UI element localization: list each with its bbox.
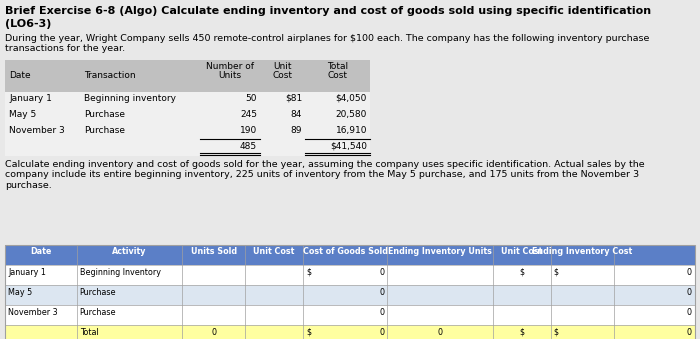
Text: Purchase: Purchase xyxy=(84,110,125,119)
Text: November 3: November 3 xyxy=(9,126,64,135)
Text: Beginning inventory: Beginning inventory xyxy=(84,94,176,103)
Text: 0: 0 xyxy=(379,308,384,317)
Text: Total: Total xyxy=(327,62,348,71)
Bar xyxy=(5,325,695,339)
Bar xyxy=(5,124,370,140)
Text: 485: 485 xyxy=(240,142,257,151)
Bar xyxy=(5,285,695,305)
Text: (LO6-3): (LO6-3) xyxy=(5,19,51,29)
Text: Transaction: Transaction xyxy=(84,71,136,80)
Text: Date: Date xyxy=(9,71,31,80)
Text: Number of: Number of xyxy=(206,62,254,71)
Text: Date: Date xyxy=(30,247,52,256)
Text: January 1: January 1 xyxy=(8,268,46,277)
Text: Cost: Cost xyxy=(272,71,293,80)
Text: 0: 0 xyxy=(687,268,692,277)
Text: $: $ xyxy=(306,328,311,337)
Text: Unit Cost: Unit Cost xyxy=(501,247,542,256)
Text: $: $ xyxy=(554,268,559,277)
Text: $: $ xyxy=(519,328,524,337)
Text: 50: 50 xyxy=(246,94,257,103)
Text: 0: 0 xyxy=(687,328,692,337)
Bar xyxy=(5,140,370,156)
Text: $41,540: $41,540 xyxy=(330,142,367,151)
Text: 0: 0 xyxy=(687,288,692,297)
Text: During the year, Wright Company sells 450 remote-control airplanes for $100 each: During the year, Wright Company sells 45… xyxy=(5,34,650,54)
Text: Cost of Goods Sold: Cost of Goods Sold xyxy=(303,247,388,256)
Text: Purchase: Purchase xyxy=(84,126,125,135)
Bar xyxy=(5,108,370,124)
Text: Brief Exercise 6-8 (Algo) Calculate ending inventory and cost of goods sold usin: Brief Exercise 6-8 (Algo) Calculate endi… xyxy=(5,6,651,16)
Text: 0: 0 xyxy=(211,328,216,337)
Text: 0: 0 xyxy=(379,288,384,297)
Text: Purchase: Purchase xyxy=(80,288,116,297)
Bar xyxy=(5,92,370,108)
Text: Units: Units xyxy=(218,71,242,80)
Text: Activity: Activity xyxy=(112,247,146,256)
Text: 0: 0 xyxy=(687,308,692,317)
Bar xyxy=(5,245,695,339)
Text: 0: 0 xyxy=(379,268,384,277)
Text: $: $ xyxy=(554,328,559,337)
Text: 89: 89 xyxy=(290,126,302,135)
Bar xyxy=(5,60,370,92)
Text: Calculate ending inventory and cost of goods sold for the year, assuming the com: Calculate ending inventory and cost of g… xyxy=(5,160,645,190)
Text: $81: $81 xyxy=(285,94,302,103)
Text: $: $ xyxy=(306,268,311,277)
Text: November 3: November 3 xyxy=(8,308,57,317)
Text: Units Sold: Units Sold xyxy=(190,247,237,256)
Bar xyxy=(5,245,695,265)
Text: Unit: Unit xyxy=(273,62,292,71)
Text: May 5: May 5 xyxy=(9,110,36,119)
Text: 84: 84 xyxy=(290,110,302,119)
Text: Purchase: Purchase xyxy=(80,308,116,317)
Text: 20,580: 20,580 xyxy=(335,110,367,119)
Bar xyxy=(5,305,695,325)
Text: $4,050: $4,050 xyxy=(335,94,367,103)
Text: 16,910: 16,910 xyxy=(335,126,367,135)
Text: 190: 190 xyxy=(239,126,257,135)
Text: Ending Inventory Cost: Ending Inventory Cost xyxy=(532,247,632,256)
Text: May 5: May 5 xyxy=(8,288,32,297)
Text: January 1: January 1 xyxy=(9,94,52,103)
Text: Cost: Cost xyxy=(328,71,347,80)
Text: Beginning Inventory: Beginning Inventory xyxy=(80,268,160,277)
Text: $: $ xyxy=(519,268,524,277)
Text: 0: 0 xyxy=(379,328,384,337)
Text: 0: 0 xyxy=(438,328,442,337)
Text: Ending Inventory Units: Ending Inventory Units xyxy=(388,247,492,256)
Text: Total: Total xyxy=(80,328,99,337)
Text: 245: 245 xyxy=(240,110,257,119)
Bar xyxy=(5,265,695,285)
Text: Unit Cost: Unit Cost xyxy=(253,247,295,256)
